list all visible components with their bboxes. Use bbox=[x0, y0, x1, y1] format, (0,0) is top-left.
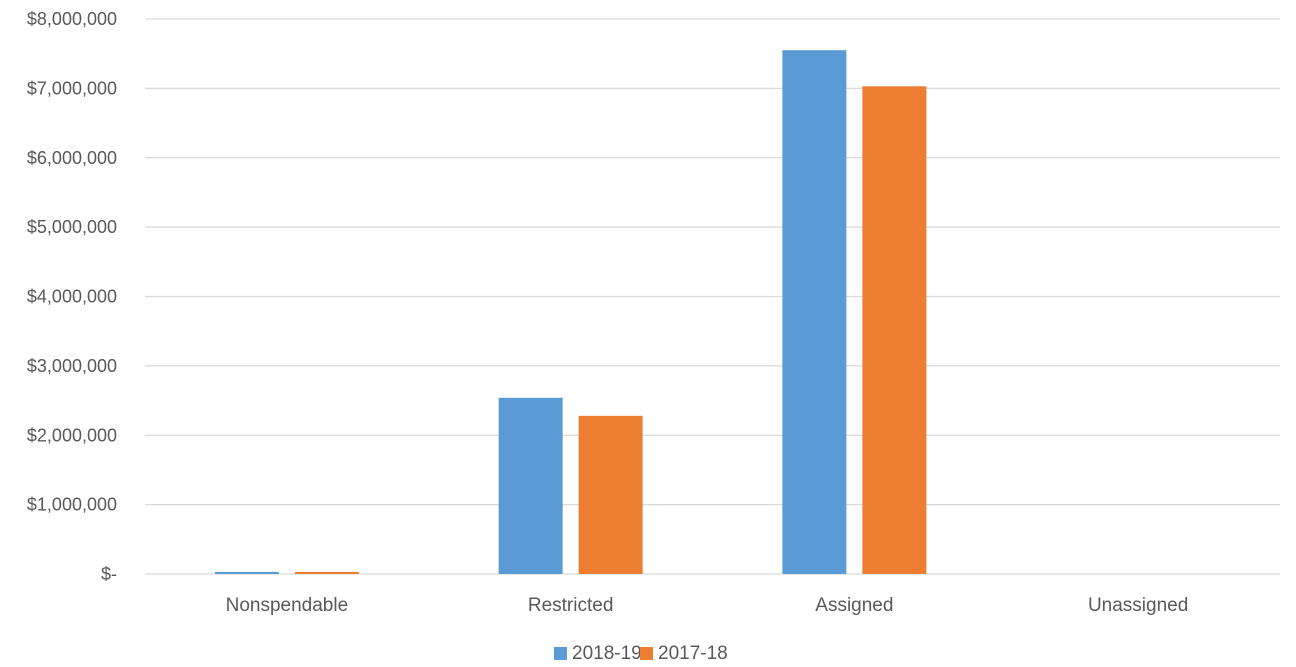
bar-nonspendable-2018-19 bbox=[214, 571, 279, 574]
legend-label: 2018-19 bbox=[572, 643, 642, 664]
y-tick-label: $5,000,000 bbox=[27, 217, 117, 237]
y-tick-label: $4,000,000 bbox=[27, 287, 117, 307]
y-tick-label: $8,000,000 bbox=[27, 9, 117, 29]
y-axis-tick-labels: $- $1,000,000 $2,000,000 $3,000,000 $4,000,0… bbox=[27, 9, 117, 584]
legend-label: 2017-18 bbox=[658, 643, 728, 664]
y-tick-label: $1,000,000 bbox=[27, 495, 117, 515]
bar-restricted-2018-19 bbox=[498, 397, 563, 574]
bar-assigned-2018-19 bbox=[782, 50, 847, 574]
y-tick-label: $3,000,000 bbox=[27, 356, 117, 376]
y-tick-label: $7,000,000 bbox=[27, 78, 117, 98]
x-category-label: Unassigned bbox=[1088, 595, 1188, 616]
y-tick-label: $6,000,000 bbox=[27, 148, 117, 168]
legend: 2018-19 2017-18 bbox=[554, 643, 728, 664]
y-tick-label: $2,000,000 bbox=[27, 425, 117, 445]
legend-swatch bbox=[554, 647, 567, 660]
gridlines bbox=[145, 18, 1280, 575]
x-category-label: Restricted bbox=[528, 595, 614, 616]
bar-restricted-2017-18 bbox=[578, 415, 643, 574]
bar-assigned-2017-18 bbox=[862, 86, 927, 574]
bar-nonspendable-2017-18 bbox=[294, 571, 359, 574]
bars bbox=[214, 50, 927, 574]
legend-swatch bbox=[640, 647, 653, 660]
x-axis-category-labels: Nonspendable Restricted Assigned Unassigned bbox=[226, 595, 1189, 616]
x-category-label: Assigned bbox=[815, 595, 893, 616]
x-category-label: Nonspendable bbox=[226, 595, 349, 616]
y-tick-label: $- bbox=[101, 564, 117, 584]
